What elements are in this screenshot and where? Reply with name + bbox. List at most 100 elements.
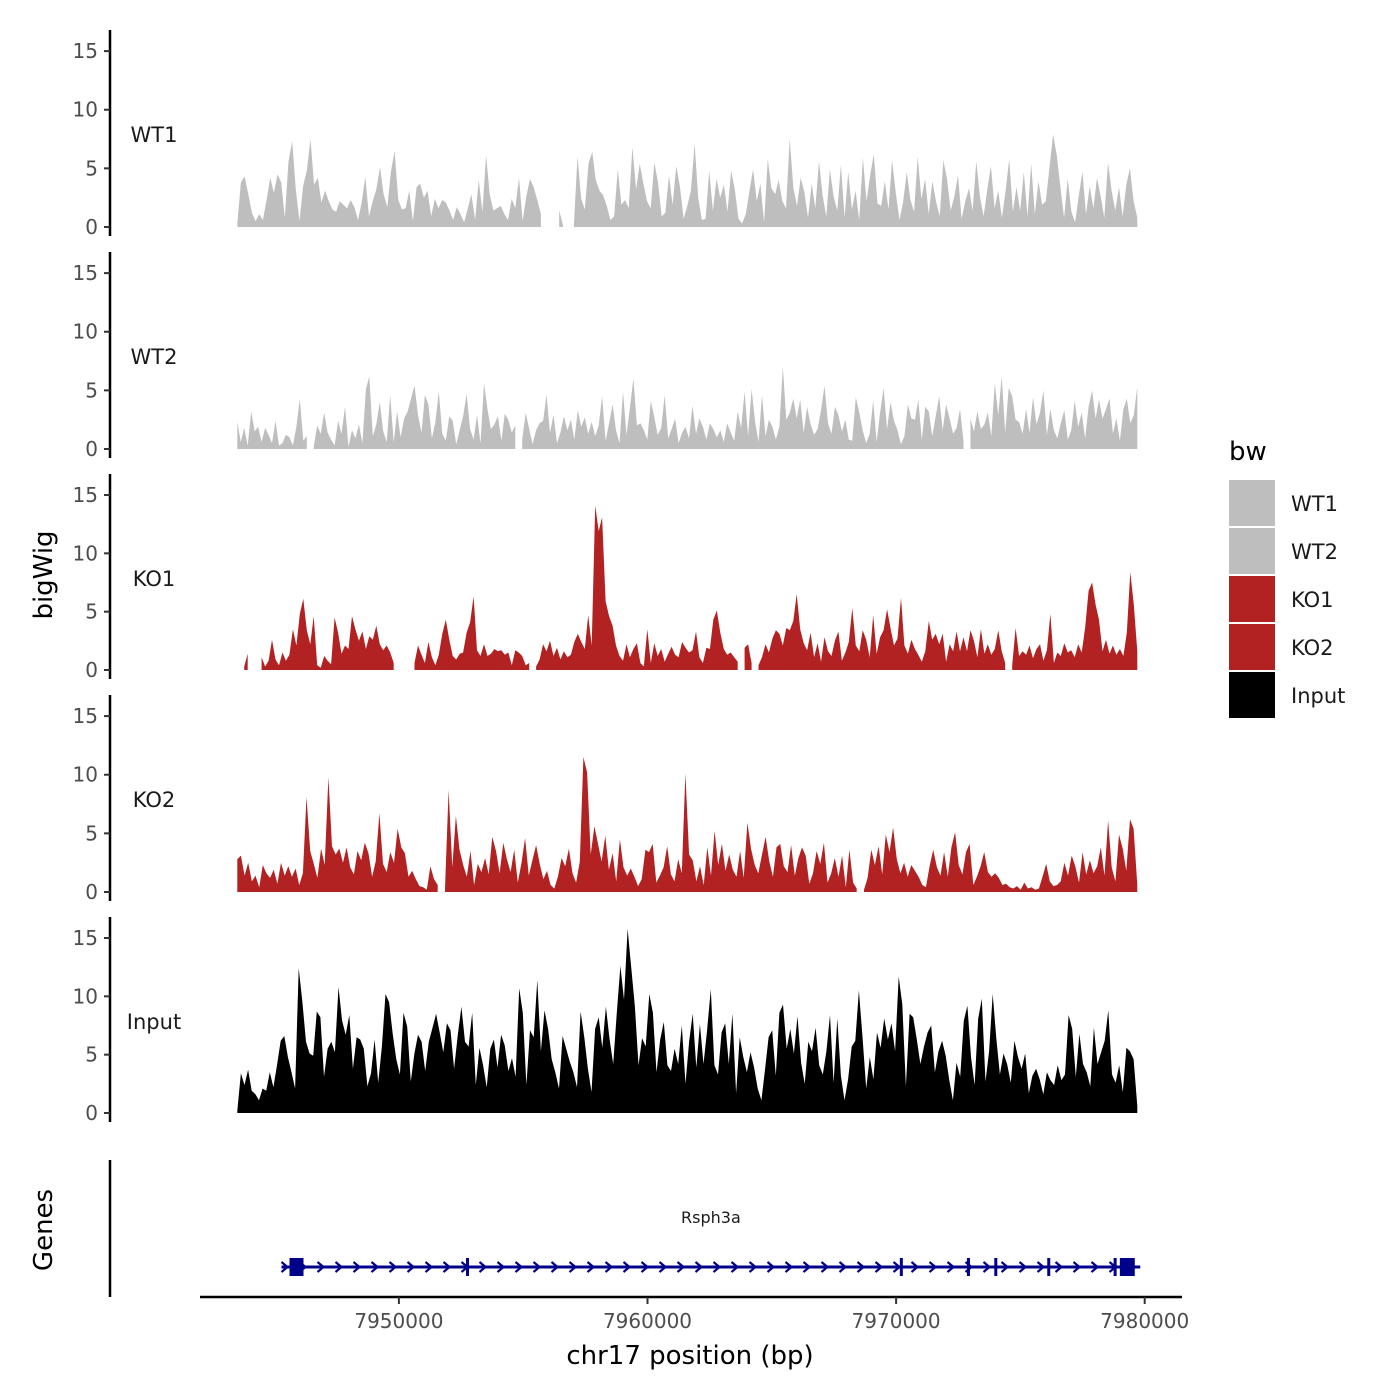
strand-arrow xyxy=(838,1261,848,1273)
area-ko1 xyxy=(536,505,738,670)
y-tick-label: 10 xyxy=(73,984,98,1008)
legend-swatch-ko2 xyxy=(1229,624,1275,670)
strand-arrow xyxy=(820,1261,830,1273)
legend-swatch-input xyxy=(1229,672,1275,718)
y-tick-label: 0 xyxy=(85,215,98,239)
strand-arrow xyxy=(1072,1261,1082,1273)
strand-arrow xyxy=(406,1261,416,1273)
y-tick-label: 10 xyxy=(73,320,98,344)
y-tick-label: 5 xyxy=(85,1043,98,1067)
gene-track-title: Genes xyxy=(29,1189,59,1271)
legend-swatch-wt1 xyxy=(1229,480,1275,526)
strand-arrow xyxy=(784,1261,794,1273)
exon-tick xyxy=(899,1258,903,1276)
area-ko1 xyxy=(1012,572,1138,670)
x-tick-label: 7970000 xyxy=(852,1309,941,1333)
area-ko1 xyxy=(744,644,752,670)
strand-arrow xyxy=(352,1261,362,1273)
area-ko1 xyxy=(261,598,394,670)
strand-arrow xyxy=(874,1261,884,1273)
area-input xyxy=(237,928,1138,1113)
legend: bw WT1 WT2 KO1 KO2 Input xyxy=(1229,437,1345,718)
strand-arrow xyxy=(1090,1261,1100,1273)
x-tick-label: 7960000 xyxy=(603,1309,692,1333)
area-ko2 xyxy=(237,777,438,892)
strand-arrow xyxy=(1036,1261,1046,1273)
track-ko2: 0 5 10 15 KO2 xyxy=(73,695,1138,904)
strand-arrow xyxy=(712,1261,722,1273)
y-tick-label: 0 xyxy=(85,658,98,682)
y-tick-label: 0 xyxy=(85,437,98,461)
strand-arrow xyxy=(1018,1261,1028,1273)
strand-arrow xyxy=(982,1261,992,1273)
strand-arrow xyxy=(1054,1261,1064,1273)
strand-arrow xyxy=(640,1261,650,1273)
y-tick-label: 15 xyxy=(73,261,98,285)
y-tick-label: 10 xyxy=(73,541,98,565)
y-tick-label: 0 xyxy=(85,1101,98,1125)
y-tick-label: 10 xyxy=(73,763,98,787)
area-wt1 xyxy=(573,134,1138,227)
y-tick-label: 15 xyxy=(73,483,98,507)
strand-arrow xyxy=(946,1261,956,1273)
strand-arrow xyxy=(316,1261,326,1273)
strand-arrow xyxy=(478,1261,488,1273)
y-tick-label: 15 xyxy=(73,926,98,950)
exon-box xyxy=(1119,1258,1135,1276)
exon-tick xyxy=(966,1258,970,1276)
strand-arrow xyxy=(856,1261,866,1273)
track-ko1: 0 5 10 15 KO1 xyxy=(73,474,1138,682)
area-ko2 xyxy=(864,819,1138,892)
track-label-wt1: WT1 xyxy=(131,123,178,147)
strand-arrow xyxy=(514,1261,524,1273)
strand-arrow xyxy=(1000,1261,1010,1273)
y-tick-label: 5 xyxy=(85,600,98,624)
signal-tracks: 0 5 10 15 WT1 0 5 10 15 WT2 0 5 10 15 KO1 0 5 10 15 KO2 0 5 10… xyxy=(73,30,1138,1125)
y-axis-title: bigWig xyxy=(29,530,59,619)
area-ko1 xyxy=(758,594,1006,670)
exon-tick xyxy=(1047,1258,1051,1276)
area-ko2 xyxy=(445,757,857,892)
y-tick-label: 5 xyxy=(85,156,98,180)
x-tick-label: 7980000 xyxy=(1100,1309,1189,1333)
track-wt1: 0 5 10 15 WT1 xyxy=(73,30,1138,239)
y-tick-label: 10 xyxy=(73,98,98,122)
strand-arrow xyxy=(424,1261,434,1273)
area-wt1 xyxy=(237,139,541,227)
strand-arrow xyxy=(388,1261,398,1273)
strand-arrow xyxy=(928,1261,938,1273)
area-ko1 xyxy=(414,596,530,670)
track-label-ko2: KO2 xyxy=(133,788,176,812)
strand-arrow xyxy=(676,1261,686,1273)
gene-name-label: Rsph3a xyxy=(681,1208,741,1227)
strand-arrow xyxy=(658,1261,668,1273)
area-ko1 xyxy=(244,653,248,670)
strand-arrow xyxy=(442,1261,452,1273)
track-label-input: Input xyxy=(127,1010,181,1034)
exon-tick xyxy=(994,1258,998,1276)
y-tick-label: 0 xyxy=(85,880,98,904)
strand-arrow xyxy=(370,1261,380,1273)
track-label-wt2: WT2 xyxy=(131,345,178,369)
strand-arrow xyxy=(766,1261,776,1273)
legend-label-ko2: KO2 xyxy=(1291,636,1334,660)
strand-arrow xyxy=(748,1261,758,1273)
y-tick-label: 15 xyxy=(73,704,98,728)
strand-arrow xyxy=(730,1261,740,1273)
strand-arrow xyxy=(604,1261,614,1273)
legend-swatch-wt2 xyxy=(1229,528,1275,574)
track-label-ko1: KO1 xyxy=(133,567,176,591)
exon-box xyxy=(289,1258,304,1276)
legend-label-wt1: WT1 xyxy=(1291,492,1338,516)
y-tick-label: 5 xyxy=(85,821,98,845)
strand-arrow xyxy=(568,1261,578,1273)
exon-tick xyxy=(1113,1258,1117,1276)
x-axis-title: chr17 position (bp) xyxy=(566,1341,813,1371)
x-axis: 7950000 7960000 7970000 7980000 xyxy=(200,1295,1189,1333)
strand-arrow xyxy=(622,1261,632,1273)
area-wt1 xyxy=(559,210,563,227)
strand-arrow xyxy=(550,1261,560,1273)
strand-arrow xyxy=(892,1261,902,1273)
area-wt2 xyxy=(970,376,1138,449)
exon-tick xyxy=(466,1258,470,1276)
